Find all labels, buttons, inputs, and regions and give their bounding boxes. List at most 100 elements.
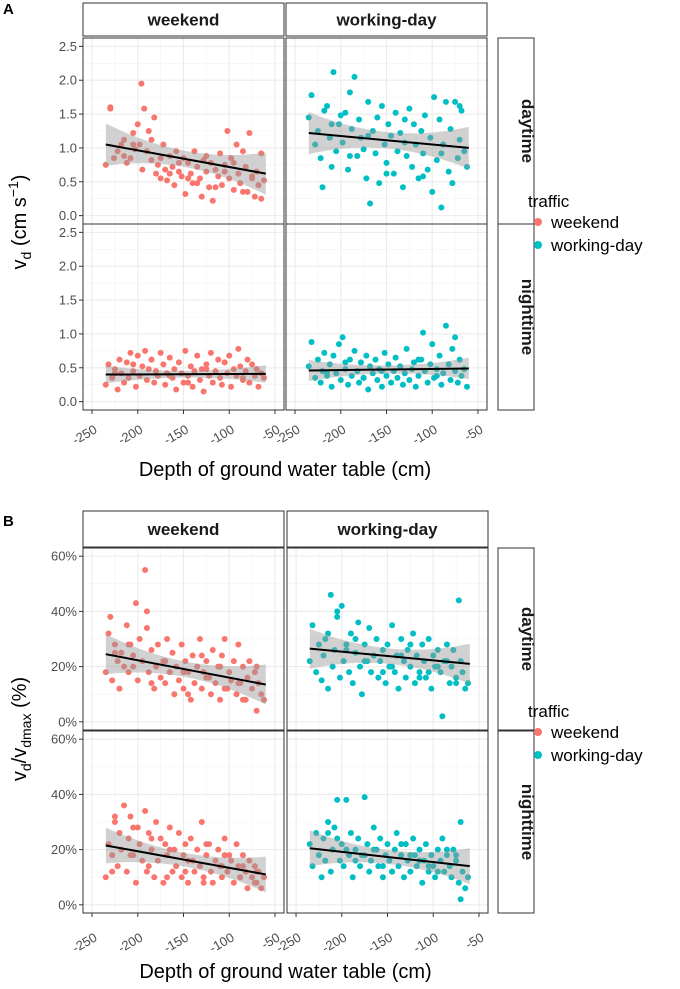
- data-point: [394, 374, 401, 381]
- data-point: [198, 366, 205, 373]
- data-point: [127, 155, 134, 162]
- facet-strip-weekend: [82, 2, 285, 37]
- y-tick-label: 1.5: [59, 107, 77, 122]
- data-point: [434, 647, 441, 654]
- data-point: [393, 830, 400, 837]
- data-point: [420, 150, 427, 157]
- data-point: [366, 868, 373, 875]
- data-point: [312, 141, 319, 148]
- data-point: [132, 383, 139, 390]
- data-point: [397, 130, 404, 137]
- y-axis-title: vd/vdmax (%): [9, 677, 34, 781]
- data-point: [410, 359, 417, 366]
- data-point: [336, 674, 343, 681]
- data-point: [251, 669, 258, 676]
- data-point: [373, 636, 380, 642]
- data-point: [118, 649, 125, 656]
- data-point: [325, 685, 332, 692]
- y-tick-label: 2.0: [59, 73, 77, 88]
- data-point: [351, 347, 358, 354]
- regression-line: [308, 367, 469, 372]
- data-point: [218, 874, 225, 881]
- data-point: [443, 852, 450, 859]
- y-title-base: v: [9, 748, 31, 758]
- legend-key-weekend: [534, 218, 542, 226]
- data-point: [324, 370, 331, 377]
- data-point: [143, 608, 150, 615]
- data-point: [308, 339, 315, 346]
- y-title-unit: (%): [9, 677, 31, 714]
- data-point: [422, 674, 429, 681]
- data-point: [191, 148, 198, 155]
- data-point: [209, 647, 216, 654]
- data-point: [327, 591, 334, 598]
- data-point: [226, 852, 233, 859]
- data-point: [164, 874, 171, 881]
- data-point: [429, 341, 436, 348]
- data-point: [148, 835, 155, 842]
- x-tick-label: -100: [207, 930, 237, 956]
- data-point: [102, 669, 109, 676]
- data-point: [235, 680, 242, 687]
- data-point: [415, 356, 422, 363]
- data-point: [407, 868, 414, 875]
- data-point: [458, 107, 465, 114]
- facet-strip-nighttime: [497, 223, 535, 411]
- data-point: [206, 184, 213, 191]
- data-point: [324, 102, 331, 109]
- data-point: [320, 652, 327, 659]
- data-point: [200, 388, 207, 395]
- data-point: [413, 652, 420, 659]
- data-point: [221, 636, 228, 642]
- data-point: [242, 368, 249, 375]
- data-point: [187, 363, 194, 370]
- facet-strip-nighttime: [497, 730, 535, 914]
- data-point: [315, 852, 322, 859]
- data-point: [327, 868, 334, 875]
- data-point: [233, 141, 240, 148]
- x-tick-label: -250: [70, 422, 100, 448]
- data-point: [386, 857, 393, 864]
- data-point: [189, 383, 196, 390]
- x-tick-label: -150: [365, 930, 395, 956]
- legend-label-weekend: weekend: [550, 213, 619, 232]
- data-point: [419, 641, 426, 648]
- y-tick-label: 0%: [58, 714, 77, 729]
- data-point: [421, 112, 428, 119]
- data-point: [325, 830, 332, 837]
- data-point: [189, 180, 196, 187]
- data-point: [102, 874, 109, 881]
- y-title-superscript: −1: [5, 181, 21, 197]
- data-point: [215, 173, 222, 180]
- data-point: [244, 188, 251, 195]
- data-point: [383, 372, 390, 379]
- regression-line: [105, 844, 266, 876]
- data-point: [388, 379, 395, 386]
- data-point: [148, 136, 155, 143]
- data-point: [253, 663, 260, 670]
- data-point: [221, 852, 228, 859]
- facet-strip-working-day: [285, 2, 488, 37]
- data-point: [237, 874, 244, 881]
- data-point: [249, 685, 256, 692]
- data-point: [185, 379, 192, 386]
- data-point: [358, 691, 365, 698]
- data-point: [306, 841, 313, 848]
- data-point: [215, 356, 222, 363]
- data-point: [166, 354, 173, 361]
- facet-strip-label: daytime: [518, 607, 537, 671]
- data-point: [180, 379, 187, 386]
- data-point: [309, 622, 316, 629]
- data-point: [121, 153, 128, 160]
- data-point: [447, 376, 454, 383]
- data-point: [425, 669, 432, 676]
- data-point: [424, 379, 431, 386]
- data-point: [224, 128, 231, 134]
- data-point: [334, 796, 341, 803]
- data-point: [203, 674, 210, 681]
- data-point: [415, 175, 422, 182]
- data-point: [171, 846, 178, 853]
- data-point: [391, 669, 398, 676]
- data-point: [217, 696, 224, 703]
- data-point: [203, 361, 210, 368]
